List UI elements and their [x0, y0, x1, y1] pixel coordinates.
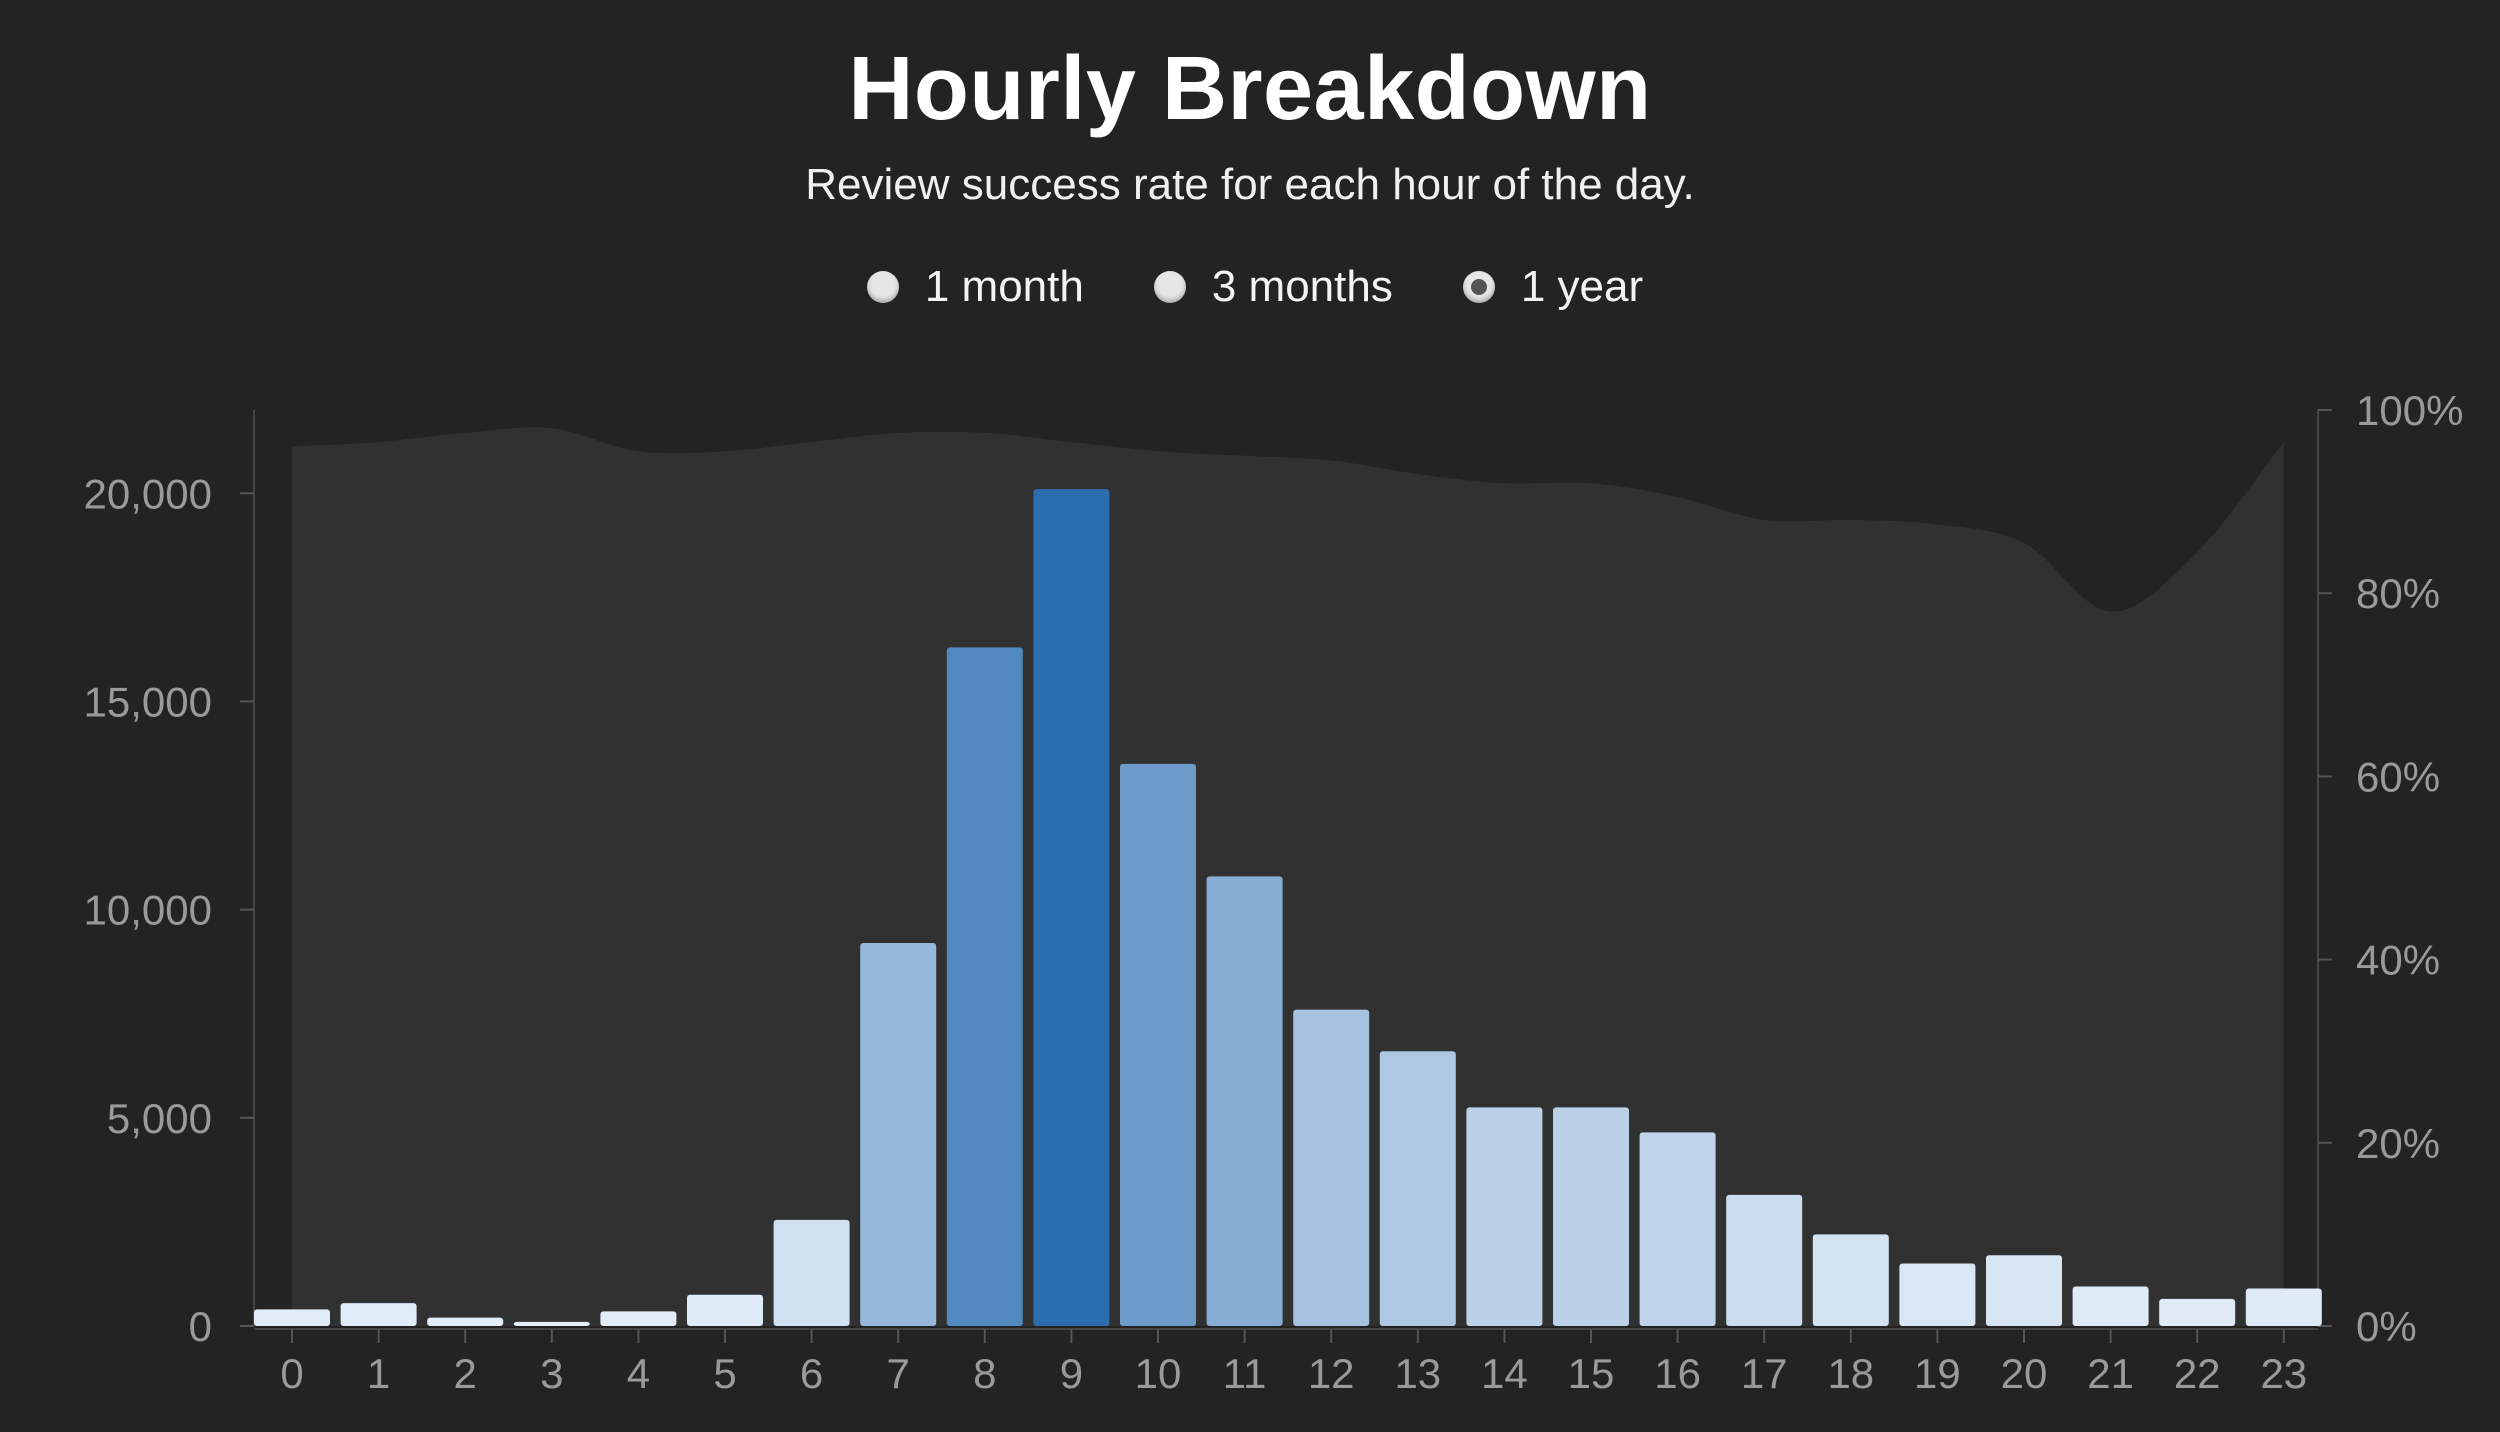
bar-hour-4[interactable] — [600, 1311, 677, 1326]
x-tick-label: 23 — [2260, 1350, 2307, 1397]
bar-hour-13[interactable] — [1379, 1051, 1456, 1326]
x-tick-label: 4 — [627, 1350, 650, 1397]
bar-hour-19[interactable] — [1899, 1263, 1976, 1326]
radio-1-year[interactable] — [1462, 271, 1495, 303]
bar-hour-2[interactable] — [427, 1317, 504, 1326]
bar-hour-5[interactable] — [687, 1294, 763, 1326]
x-tick-label: 19 — [1914, 1350, 1961, 1397]
x-tick-label: 18 — [1827, 1350, 1874, 1397]
bar-hour-20[interactable] — [1986, 1255, 2062, 1326]
x-tick-label: 11 — [1223, 1350, 1267, 1397]
bar-hour-14[interactable] — [1466, 1107, 1543, 1326]
x-axis: 0 1 2 3 4 5 6 7 8 9 10 11 12 13 14 15 16 17 18 19 20 21 22 23 — [254, 1328, 2318, 1397]
left-tick-label: 10,000 — [84, 887, 212, 934]
x-tick-label: 14 — [1481, 1350, 1528, 1397]
bar-hour-11[interactable] — [1206, 876, 1283, 1326]
range-option-3-months[interactable]: 3 months — [1153, 262, 1393, 312]
bar-hour-16[interactable] — [1639, 1132, 1716, 1326]
bar-hour-8[interactable] — [946, 647, 1023, 1326]
x-tick-label: 7 — [887, 1350, 910, 1397]
range-label-1-month: 1 month — [924, 262, 1084, 311]
range-label-3-months: 3 months — [1211, 262, 1393, 311]
bar-hour-23[interactable] — [2245, 1288, 2322, 1326]
chart-subtitle: Review success rate for each hour of the… — [805, 160, 1695, 209]
x-tick-label: 3 — [540, 1350, 563, 1397]
bar-hour-9[interactable] — [1033, 489, 1110, 1326]
range-label-1-year: 1 year — [1520, 262, 1644, 311]
right-tick-label: 60% — [2356, 753, 2440, 800]
x-tick-label: 6 — [800, 1350, 823, 1397]
x-tick-label: 2 — [454, 1350, 477, 1397]
x-tick-label: 0 — [280, 1350, 303, 1397]
x-tick-label: 5 — [713, 1350, 736, 1397]
range-option-1-year[interactable]: 1 year — [1462, 262, 1644, 312]
x-tick-label: 17 — [1741, 1350, 1788, 1397]
left-tick-label: 5,000 — [107, 1095, 212, 1142]
range-selector: 1 month 3 months 1 year — [0, 262, 2500, 312]
bar-hour-12[interactable] — [1293, 1009, 1370, 1326]
x-tick-label: 12 — [1308, 1350, 1355, 1397]
x-tick-label: 1 — [367, 1350, 390, 1397]
right-tick-label: 20% — [2356, 1120, 2440, 1167]
x-tick-label: 22 — [2174, 1350, 2221, 1397]
x-tick-label: 9 — [1060, 1350, 1083, 1397]
bars — [254, 489, 2322, 1326]
bar-hour-10[interactable] — [1120, 763, 1196, 1326]
bar-hour-6[interactable] — [773, 1219, 850, 1326]
chart-title: Hourly Breakdown — [848, 39, 1652, 139]
bar-hour-15[interactable] — [1553, 1107, 1629, 1326]
x-tick-label: 10 — [1135, 1350, 1182, 1397]
left-tick-label: 15,000 — [84, 678, 212, 725]
bar-hour-18[interactable] — [1812, 1234, 1889, 1326]
right-tick-label: 40% — [2356, 937, 2440, 984]
range-option-1-month[interactable]: 1 month — [866, 262, 1084, 312]
right-tick-label: 0% — [2356, 1303, 2417, 1350]
radio-3-months[interactable] — [1153, 271, 1186, 303]
bar-hour-21[interactable] — [2072, 1286, 2149, 1326]
x-tick-label: 20 — [2001, 1350, 2048, 1397]
right-tick-label: 100% — [2356, 387, 2463, 434]
bar-hour-1[interactable] — [340, 1303, 417, 1326]
radio-1-month[interactable] — [866, 271, 899, 303]
left-tick-label: 0 — [189, 1303, 212, 1350]
x-tick-label: 21 — [2087, 1350, 2134, 1397]
x-tick-label: 16 — [1654, 1350, 1701, 1397]
bar-hour-17[interactable] — [1726, 1194, 1803, 1326]
bar-hour-3[interactable] — [513, 1321, 590, 1326]
left-tick-label: 20,000 — [84, 470, 212, 517]
bar-hour-22[interactable] — [2159, 1298, 2236, 1326]
x-tick-label: 8 — [973, 1350, 996, 1397]
x-tick-label: 15 — [1568, 1350, 1615, 1397]
right-axis: 0% 20% 40% 60% 80% 100% — [2317, 387, 2463, 1350]
right-tick-label: 80% — [2356, 570, 2440, 617]
x-tick-label: 13 — [1394, 1350, 1441, 1397]
left-axis: 0 5,000 10,000 15,000 20,000 — [84, 410, 255, 1350]
bar-hour-0[interactable] — [254, 1309, 330, 1326]
success-rate-area — [292, 427, 2284, 1326]
bar-hour-7[interactable] — [860, 942, 937, 1326]
